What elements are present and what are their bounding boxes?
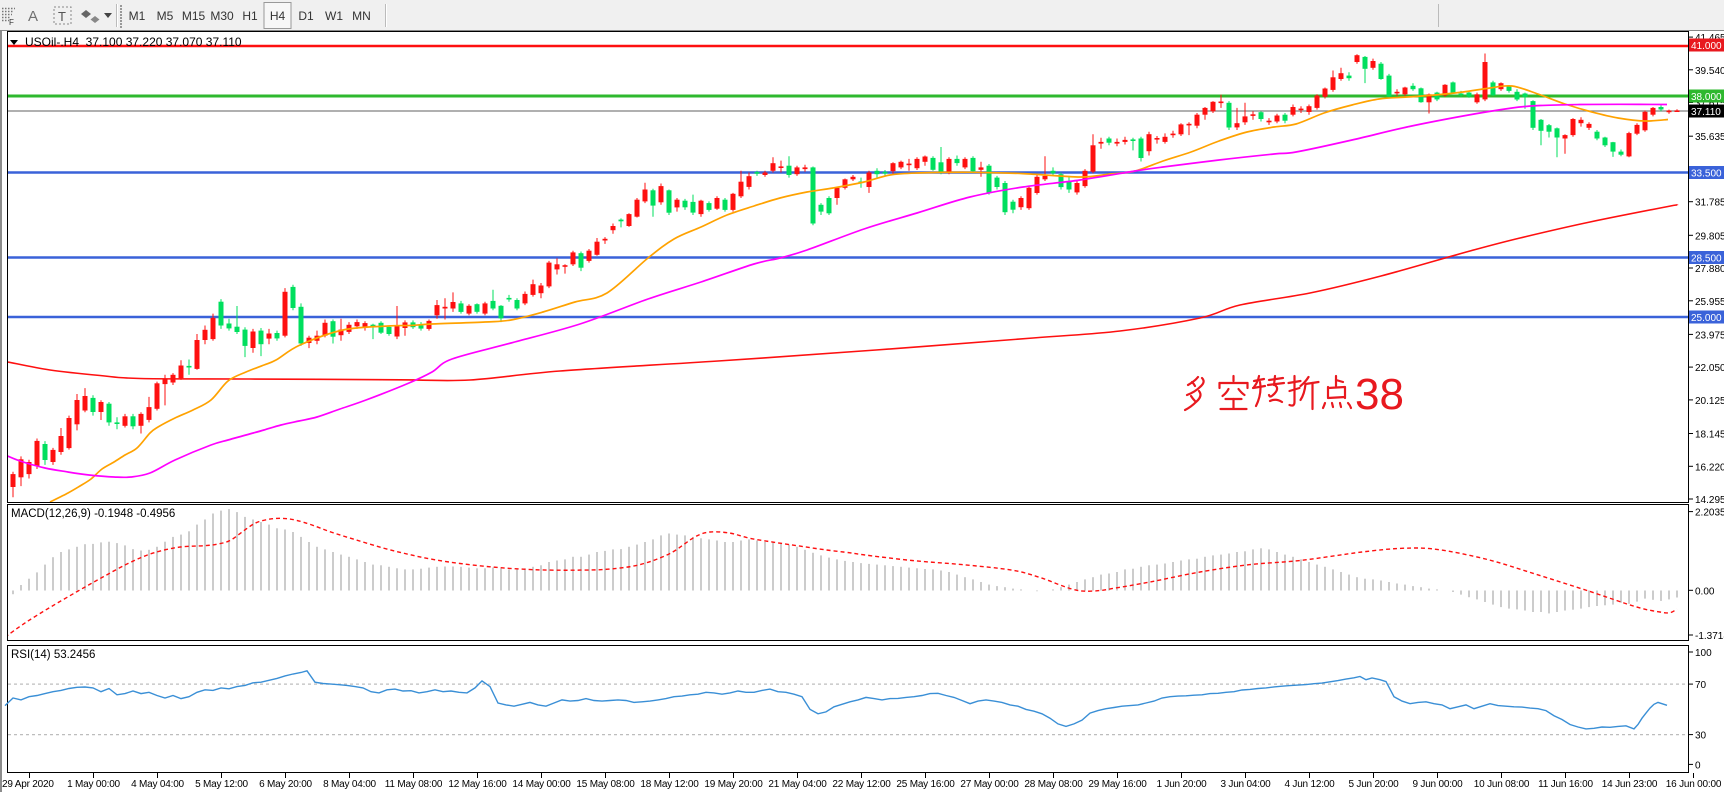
svg-text:-1.3718: -1.3718 bbox=[1695, 631, 1724, 642]
svg-text:D1: D1 bbox=[298, 9, 314, 23]
svg-text:18 May 12:00: 18 May 12:00 bbox=[640, 779, 699, 790]
svg-text:29 Apr 2020: 29 Apr 2020 bbox=[2, 779, 54, 790]
svg-text:38.000: 38.000 bbox=[1691, 92, 1722, 103]
svg-text:18.145: 18.145 bbox=[1695, 430, 1724, 441]
svg-text:28 May 08:00: 28 May 08:00 bbox=[1024, 779, 1083, 790]
svg-text:0.00: 0.00 bbox=[1695, 586, 1715, 597]
svg-text:1 Jun 20:00: 1 Jun 20:00 bbox=[1156, 779, 1207, 790]
svg-text:M15: M15 bbox=[182, 9, 206, 23]
svg-text:39.540: 39.540 bbox=[1695, 66, 1724, 77]
svg-text:T: T bbox=[58, 9, 66, 24]
svg-text:8 May 04:00: 8 May 04:00 bbox=[323, 779, 376, 790]
svg-text:F: F bbox=[9, 18, 14, 27]
svg-text:9 Jun 00:00: 9 Jun 00:00 bbox=[1412, 779, 1463, 790]
svg-text:30: 30 bbox=[1695, 731, 1707, 742]
svg-text:23.975: 23.975 bbox=[1695, 330, 1724, 341]
svg-text:27.880: 27.880 bbox=[1695, 264, 1724, 275]
svg-text:M30: M30 bbox=[210, 9, 234, 23]
svg-text:16.220: 16.220 bbox=[1695, 462, 1724, 473]
svg-text:31.785: 31.785 bbox=[1695, 198, 1724, 209]
svg-text:20.125: 20.125 bbox=[1695, 396, 1724, 407]
svg-text:M1: M1 bbox=[129, 9, 146, 23]
svg-text:6 May 20:00: 6 May 20:00 bbox=[259, 779, 312, 790]
svg-text:29.805: 29.805 bbox=[1695, 231, 1724, 242]
svg-text:70: 70 bbox=[1695, 680, 1707, 691]
svg-text:16 Jun 00:00: 16 Jun 00:00 bbox=[1666, 779, 1722, 790]
svg-text:2.2035: 2.2035 bbox=[1695, 508, 1724, 519]
svg-text:MN: MN bbox=[352, 9, 371, 23]
svg-text:25.955: 25.955 bbox=[1695, 297, 1724, 308]
svg-text:H1: H1 bbox=[242, 9, 258, 23]
svg-text:12 May 16:00: 12 May 16:00 bbox=[448, 779, 507, 790]
svg-text:MACD(12,26,9) -0.1948 -0.4956: MACD(12,26,9) -0.1948 -0.4956 bbox=[11, 508, 175, 520]
svg-text:15 May 08:00: 15 May 08:00 bbox=[576, 779, 635, 790]
svg-text:M5: M5 bbox=[157, 9, 174, 23]
svg-text:5 Jun 20:00: 5 Jun 20:00 bbox=[1348, 779, 1399, 790]
svg-text:22.050: 22.050 bbox=[1695, 363, 1724, 374]
svg-text:USOil-.H4 37.100 37.220 37.07: USOil-.H4 37.100 37.220 37.070 37.110 bbox=[25, 35, 242, 49]
svg-text:35.635: 35.635 bbox=[1695, 132, 1724, 143]
svg-text:38: 38 bbox=[1355, 370, 1404, 419]
svg-text:3 Jun 04:00: 3 Jun 04:00 bbox=[1220, 779, 1271, 790]
svg-text:29 May 16:00: 29 May 16:00 bbox=[1088, 779, 1147, 790]
svg-text:41.000: 41.000 bbox=[1691, 41, 1722, 52]
svg-text:37.615: 37.615 bbox=[1695, 99, 1724, 110]
svg-text:5 May 12:00: 5 May 12:00 bbox=[195, 779, 248, 790]
svg-text:11 May 08:00: 11 May 08:00 bbox=[385, 779, 443, 790]
svg-text:W1: W1 bbox=[325, 9, 343, 23]
svg-text:27 May 00:00: 27 May 00:00 bbox=[960, 779, 1019, 790]
svg-text:0: 0 bbox=[1695, 760, 1701, 771]
svg-text:14.295: 14.295 bbox=[1695, 495, 1724, 506]
svg-text:25 May 16:00: 25 May 16:00 bbox=[896, 779, 955, 790]
svg-text:11 Jun 16:00: 11 Jun 16:00 bbox=[1538, 779, 1593, 790]
svg-text:10 Jun 08:00: 10 Jun 08:00 bbox=[1474, 779, 1530, 790]
svg-text:28.500: 28.500 bbox=[1691, 254, 1722, 265]
svg-text:14 May 00:00: 14 May 00:00 bbox=[512, 779, 571, 790]
svg-text:1 May 00:00: 1 May 00:00 bbox=[67, 779, 120, 790]
svg-text:22 May 12:00: 22 May 12:00 bbox=[832, 779, 891, 790]
svg-text:19 May 20:00: 19 May 20:00 bbox=[704, 779, 763, 790]
svg-text:21 May 04:00: 21 May 04:00 bbox=[768, 779, 827, 790]
svg-text:14 Jun 23:00: 14 Jun 23:00 bbox=[1602, 779, 1658, 790]
svg-text:RSI(14) 53.2456: RSI(14) 53.2456 bbox=[11, 649, 95, 661]
svg-text:4 May 04:00: 4 May 04:00 bbox=[131, 779, 184, 790]
svg-text:37.110: 37.110 bbox=[1691, 107, 1721, 118]
svg-text:4 Jun 12:00: 4 Jun 12:00 bbox=[1284, 779, 1335, 790]
svg-text:H4: H4 bbox=[270, 9, 286, 23]
svg-text:25.000: 25.000 bbox=[1691, 313, 1722, 324]
svg-text:A: A bbox=[28, 8, 38, 25]
svg-text:100: 100 bbox=[1695, 648, 1712, 659]
svg-text:33.500: 33.500 bbox=[1691, 169, 1722, 180]
